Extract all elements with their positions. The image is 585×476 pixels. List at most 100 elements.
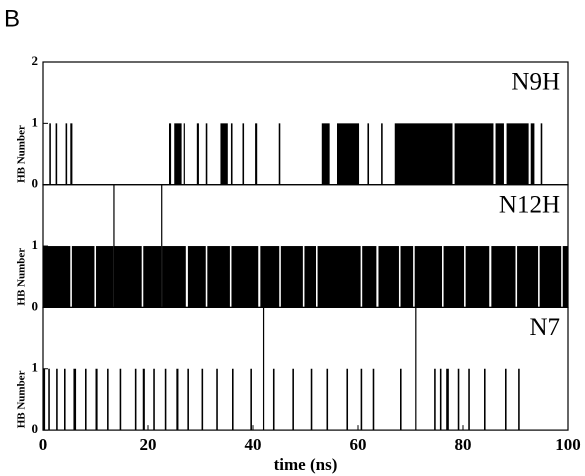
panel-label: N7 [529,314,560,341]
hb-segment [400,368,402,431]
hb-segment [55,123,58,185]
hb-segment [164,368,167,431]
y-tick-label: 1 [32,237,39,252]
hb-segment [400,246,414,308]
y-tick-label: 0 [32,421,39,436]
hb-segment [310,368,313,431]
hb-segment [495,123,504,185]
hb-segment [465,246,490,308]
hb-segment [114,246,142,308]
hb-segment [43,246,71,308]
hb-segment [505,368,507,431]
hb-segment [414,246,442,308]
hb-segment [201,368,204,431]
hb-segment [439,368,442,431]
hb-segment [446,368,449,431]
hb-segment [205,123,208,185]
hb-segment [360,368,363,431]
hb-segment [518,368,520,431]
hb-segment [468,368,470,431]
hb-segment [196,123,199,185]
hb-segment [367,123,370,185]
hb-segment [260,246,280,308]
hb-segment [142,368,145,431]
hb-segment [484,368,486,431]
hb-segment [457,368,460,431]
hb-segment [187,246,206,308]
hb-segment [362,246,377,308]
hb-segment [48,368,50,431]
hb-segment [378,246,399,308]
hb-segment [255,123,258,185]
hb-segment [216,368,218,431]
hb-segment [231,246,259,308]
hb-segment [43,368,46,431]
hb-segment [434,368,436,431]
x-tick-label: 60 [350,435,367,454]
hb-segment [321,123,330,185]
hb-segment [381,123,383,185]
y-axis-label: HB Number [16,248,28,306]
hb-segment [337,123,360,185]
hb-segment [96,246,114,308]
hb-segment [540,123,543,185]
hb-segment [517,246,539,308]
hb-segment [394,123,453,185]
hb-segment [242,123,245,185]
hb-segment [326,368,329,431]
y-axis-label: HB Number [16,125,28,183]
hb-segment [506,123,529,185]
hb-segment [95,368,98,431]
hb-segment [230,123,233,185]
hb-segment [250,368,252,431]
x-tick-label: 0 [39,435,48,454]
hb-segment [530,123,535,185]
hb-segment [262,307,265,431]
hb-segment [71,246,95,308]
hb-segment [183,123,185,185]
hb-segment [143,246,162,308]
hb-segment [134,368,137,431]
x-axis-label: time (ns) [274,455,338,474]
x-tick-label: 80 [455,435,472,454]
hb-segment [207,246,230,308]
panel-frame [42,306,569,431]
hb-segment [49,123,51,185]
hb-segment [539,246,562,308]
hb-segment [187,368,189,431]
panel-label: N9H [511,69,560,96]
hb-segment [454,123,494,185]
hb-segment [232,368,234,431]
hb-segment [372,368,375,431]
hb-segment [415,307,417,431]
hb-segment [56,368,58,431]
hb-segment [169,123,172,185]
hb-segment [73,368,77,431]
hb-segment [85,368,87,431]
x-tick-label: 100 [555,435,581,454]
hb-segment [220,123,228,185]
hb-segment [292,368,294,431]
hb-segment [107,368,109,431]
hb-segment [304,246,316,308]
hb-segment [272,368,275,431]
x-tick-label: 20 [140,435,157,454]
hb-segment [70,123,73,185]
y-tick-label: 1 [32,360,39,375]
y-tick-label: 2 [32,53,39,68]
hb-segment [174,123,182,185]
y-tick-label: 0 [32,298,39,313]
hb-segment [65,123,68,185]
hb-segment [161,184,163,308]
hb-segment [278,123,281,185]
panel-letter: B [4,5,20,32]
y-tick-label: 0 [32,176,39,191]
hb-segment [113,184,115,308]
hb-segment [176,368,179,431]
y-axis-label: HB Number [16,370,28,428]
hb-segment [64,368,66,431]
hb-segment [280,246,303,308]
hb-segment [317,246,361,308]
